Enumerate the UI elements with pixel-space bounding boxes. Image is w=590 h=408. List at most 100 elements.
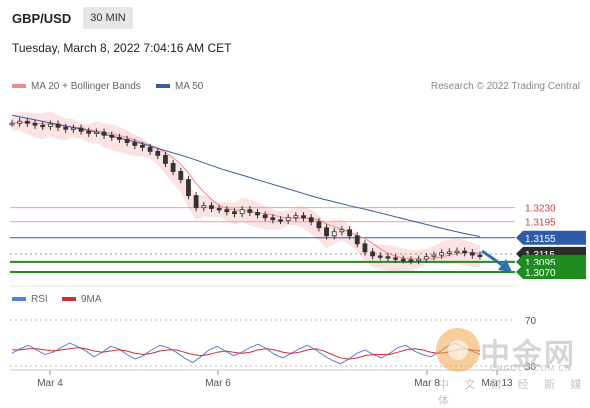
candle-body [416, 258, 422, 262]
legend-rsi-ma: 9MA [62, 294, 102, 305]
candle-body [47, 123, 53, 127]
x-tick-label: Mar 6 [205, 378, 231, 389]
ma50-label: MA 50 [175, 81, 204, 92]
candle-body [339, 229, 345, 233]
candle-body [178, 171, 184, 180]
candle-body [469, 252, 475, 256]
candle-body [17, 120, 23, 124]
candle-body [431, 254, 437, 258]
candle-body [393, 257, 399, 260]
x-tick-label: Mar 8 [414, 378, 440, 389]
candle-body [477, 254, 483, 257]
candle-body [400, 258, 406, 262]
forecast-arrow-shaft [481, 249, 506, 269]
candle-body [55, 123, 61, 128]
chart-header: GBP/USD 30 MIN [0, 0, 590, 34]
ma50-line [11, 114, 481, 238]
watermark-tagline: 中 文 财 经 新 媒 体 [438, 378, 588, 407]
candle-body [9, 122, 15, 126]
x-tick-label: Mar 13 [481, 378, 513, 389]
forecast-arrow-head [498, 259, 512, 272]
candle-body [78, 127, 84, 132]
ma50-swatch [156, 84, 170, 89]
rsi-ma-swatch [62, 297, 76, 302]
candle-body [301, 215, 306, 219]
support-label: 1.3070 [525, 268, 556, 279]
candle-body [385, 256, 391, 259]
candle-body [285, 217, 291, 221]
candle-body [446, 251, 452, 254]
candle-body [70, 127, 76, 130]
candle-body [308, 217, 314, 223]
candle-body [216, 208, 222, 211]
rsi-level-label: 30 [525, 362, 537, 373]
resistance-label: 1.3195 [525, 218, 556, 229]
rsi-swatch [12, 297, 26, 302]
source-credit: Research © 2022 Trading Central [430, 81, 580, 92]
candle-body [93, 131, 99, 135]
candle-body [370, 251, 375, 257]
candle-body [354, 235, 360, 245]
rsi-line [11, 342, 481, 365]
ma20-swatch [12, 84, 26, 89]
resistance-label: 1.3230 [525, 204, 556, 215]
candle-body [186, 179, 191, 197]
candle-body [439, 252, 445, 256]
candle-body [124, 138, 130, 143]
candle-body [278, 219, 283, 222]
candle-body [40, 124, 46, 128]
candle-body [347, 229, 352, 237]
candle-body [163, 155, 168, 164]
pivot-label-bg [516, 230, 586, 245]
candle-body [454, 250, 460, 253]
candle-body [331, 231, 337, 237]
candle-body [109, 134, 115, 138]
candle-body [63, 126, 69, 130]
legend-ma20: MA 20 + Bollinger Bands [12, 81, 141, 92]
support-label-bg [516, 264, 586, 279]
watermark-logo-inner [448, 340, 468, 360]
candle-body [209, 205, 214, 209]
candle-body [362, 243, 368, 253]
candle-body [316, 221, 322, 229]
candle-body [224, 209, 230, 213]
candle-body [324, 227, 329, 237]
candle-body [86, 130, 92, 134]
rsi-level-label: 70 [525, 316, 537, 327]
candle-body [377, 255, 383, 258]
rsi-ma-label: 9MA [81, 294, 102, 305]
candle-body [24, 120, 30, 124]
candle-body [408, 259, 414, 262]
candle-body [140, 144, 145, 148]
candle-body [270, 217, 276, 221]
bollinger-band [12, 111, 480, 272]
ma20-label: MA 20 + Bollinger Bands [31, 81, 141, 92]
rsi-ma-line [12, 347, 481, 360]
candle-body [101, 131, 107, 136]
currency-pair-title: GBP/USD [12, 11, 72, 26]
x-tick-label: Mar 4 [37, 378, 63, 389]
candle-body [155, 151, 161, 156]
candle-body [117, 136, 122, 140]
candle-body [232, 211, 237, 215]
candle-body [170, 163, 176, 172]
candle-body [32, 122, 38, 126]
candle-body [255, 212, 260, 216]
pivot-label: 1.3155 [525, 234, 556, 245]
candle-body [239, 209, 245, 215]
support-label: 1.3095 [525, 258, 556, 269]
rsi-label: RSI [31, 294, 48, 305]
legend-ma50: MA 50 [156, 81, 203, 92]
ma20-line [11, 121, 481, 260]
candle-body [293, 215, 299, 219]
candle-body [132, 142, 138, 146]
candle-body [247, 209, 253, 213]
candle-body [201, 205, 207, 209]
interval-badge[interactable]: 30 MIN [83, 7, 133, 29]
watermark-logo-text: 中金网 [480, 338, 576, 373]
candle-body [262, 214, 268, 219]
legend-rsi: RSI [12, 294, 48, 305]
watermark-domain: CNGOLD.COM.CN [490, 364, 572, 373]
candle-body [193, 195, 199, 209]
